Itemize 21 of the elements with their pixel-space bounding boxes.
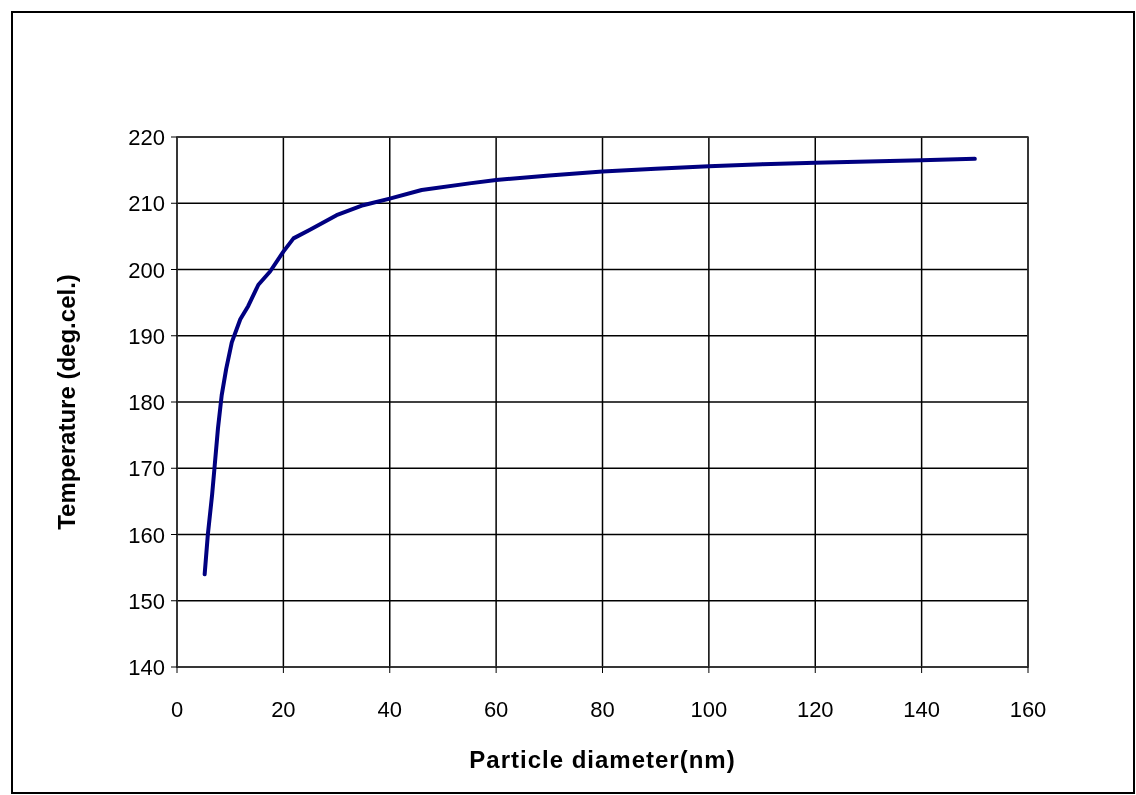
x-tick-label: 40 (377, 697, 402, 722)
y-tick-label: 190 (128, 323, 165, 349)
y-tick-label: 140 (128, 655, 165, 680)
y-axis-title: Temperature (deg.cel.) (53, 274, 80, 530)
x-tick-label: 80 (590, 697, 615, 722)
y-tick-label: 220 (128, 125, 165, 150)
y-tick-label: 170 (128, 456, 165, 482)
x-axis-title: Particle diameter(nm) (469, 746, 736, 773)
x-tick-label: 60 (483, 697, 509, 722)
y-tick-label: 180 (128, 390, 165, 415)
x-tick-label: 0 (170, 697, 184, 722)
x-tick-label: 140 (903, 697, 940, 722)
x-tick-label: 120 (796, 697, 834, 722)
x-tick-label: 100 (690, 697, 728, 722)
y-tick-label: 150 (128, 588, 165, 614)
x-tick-label: 160 (1009, 697, 1047, 722)
line-series (202, 156, 977, 577)
y-tick-label: 160 (128, 522, 165, 548)
x-tick-label: 20 (271, 697, 296, 722)
y-tick-label: 200 (128, 257, 165, 283)
y-tick-label: 210 (128, 191, 165, 217)
